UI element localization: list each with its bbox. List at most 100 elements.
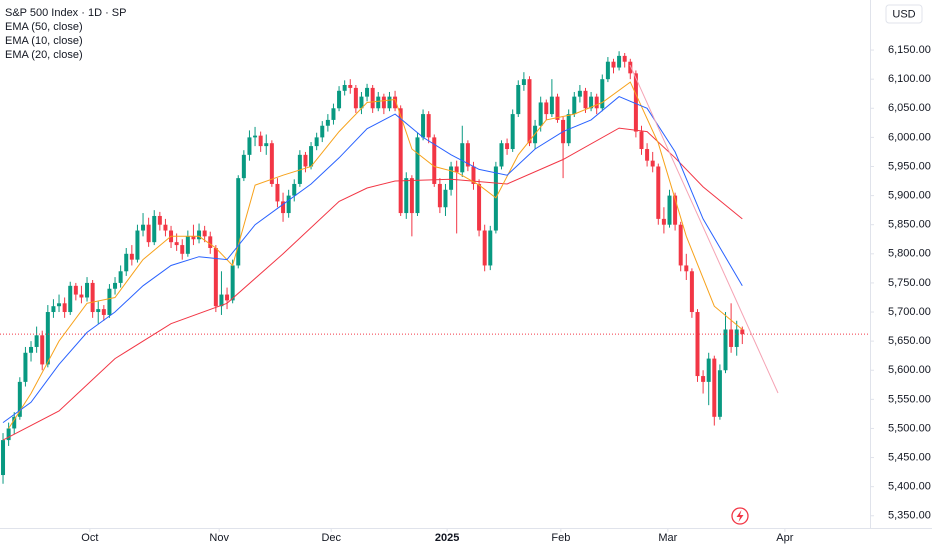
candle-body: [331, 108, 336, 120]
candle-body: [292, 183, 297, 196]
candle-body: [449, 166, 454, 190]
candle-body: [230, 265, 235, 301]
candle-body: [398, 108, 403, 214]
y-tick-label: 5,350.00: [888, 510, 931, 522]
y-tick-label: 6,100.00: [888, 73, 931, 85]
candle-body: [393, 96, 398, 109]
candle-body: [17, 381, 22, 417]
candle-body: [661, 218, 666, 225]
flash-icon[interactable]: [731, 507, 749, 525]
candle-body: [85, 282, 90, 298]
candle-body: [656, 166, 661, 219]
candle-body: [45, 312, 50, 365]
trend-line: [629, 64, 779, 394]
candle-body: [275, 183, 280, 202]
candle-body: [208, 236, 213, 248]
candle-body: [359, 96, 364, 109]
candle-body: [376, 96, 381, 109]
candle-body: [320, 125, 325, 138]
candle-body: [409, 178, 414, 214]
y-tick-label: 5,900.00: [888, 190, 931, 202]
y-tick-label: 5,700.00: [888, 306, 931, 318]
candle-body: [314, 137, 319, 147]
candle-body: [370, 87, 375, 109]
x-tick-label: Feb: [551, 532, 570, 544]
plot-area: [0, 51, 870, 484]
candle-body: [689, 271, 694, 313]
x-tick-label: 2025: [435, 532, 459, 544]
candle-body: [729, 329, 734, 347]
candle-body: [443, 189, 448, 208]
candle-body: [633, 73, 638, 132]
candle-body: [107, 288, 112, 315]
candle-body: [589, 96, 594, 109]
candle-body: [622, 55, 627, 62]
candle-body: [157, 215, 162, 225]
candle-body: [269, 143, 274, 184]
x-tick-label: Dec: [321, 532, 341, 544]
candle-body: [566, 114, 571, 144]
candle-body: [213, 247, 218, 307]
candle-body: [185, 236, 190, 254]
candle-body: [241, 154, 246, 179]
candle-body: [62, 303, 67, 313]
candle-body: [426, 114, 431, 138]
y-tick-label: 6,000.00: [888, 131, 931, 143]
candle-body: [505, 143, 510, 150]
candle-body: [225, 294, 230, 301]
y-tick-label: 5,400.00: [888, 481, 931, 493]
candle-body: [68, 285, 73, 313]
candle-body: [191, 236, 196, 240]
candle-body: [57, 303, 62, 307]
candle-body: [712, 358, 717, 417]
candle-body: [611, 61, 616, 68]
candle-body: [342, 84, 347, 91]
candle-body: [650, 160, 655, 167]
candle-body: [477, 183, 482, 231]
candle-body: [73, 285, 78, 295]
candle-body: [51, 306, 56, 313]
candle-body: [740, 329, 745, 335]
candle-body: [460, 143, 465, 173]
candle-body: [678, 224, 683, 266]
y-tick-label: 5,500.00: [888, 422, 931, 434]
candle-body: [281, 201, 286, 214]
candle-body: [639, 131, 644, 150]
candle-body: [135, 230, 140, 260]
candle-body: [309, 146, 314, 167]
candle-body: [79, 294, 84, 298]
candle-body: [101, 309, 106, 315]
y-tick-label: 5,600.00: [888, 364, 931, 376]
candle-body: [544, 102, 549, 115]
candle-body: [465, 143, 470, 167]
candle-body: [549, 96, 554, 115]
candle-body: [129, 253, 134, 260]
candle-body: [6, 428, 11, 441]
y-tick-label: 5,550.00: [888, 393, 931, 405]
candle-body: [387, 96, 392, 109]
y-tick-label: 5,750.00: [888, 277, 931, 289]
candle-body: [617, 55, 622, 68]
candle-body: [510, 114, 515, 150]
candle-body: [258, 135, 263, 147]
y-tick-label: 5,950.00: [888, 160, 931, 172]
candle-body: [96, 309, 101, 313]
candle-body: [113, 282, 118, 289]
candle-body: [297, 154, 302, 184]
ema-line: [2, 96, 743, 424]
candle-body: [286, 195, 291, 214]
x-tick-label: Apr: [776, 532, 793, 544]
candle-body: [247, 137, 252, 155]
candle-body: [488, 230, 493, 266]
y-tick-label: 5,800.00: [888, 248, 931, 260]
candle-body: [454, 166, 459, 173]
candle-body: [202, 230, 207, 237]
candle-body: [684, 265, 689, 272]
candle-body: [1, 440, 6, 476]
candle-body: [141, 224, 146, 231]
candle-body: [717, 370, 722, 417]
currency-box[interactable]: [885, 4, 923, 24]
candle-body: [381, 96, 386, 109]
candle-body: [432, 137, 437, 184]
